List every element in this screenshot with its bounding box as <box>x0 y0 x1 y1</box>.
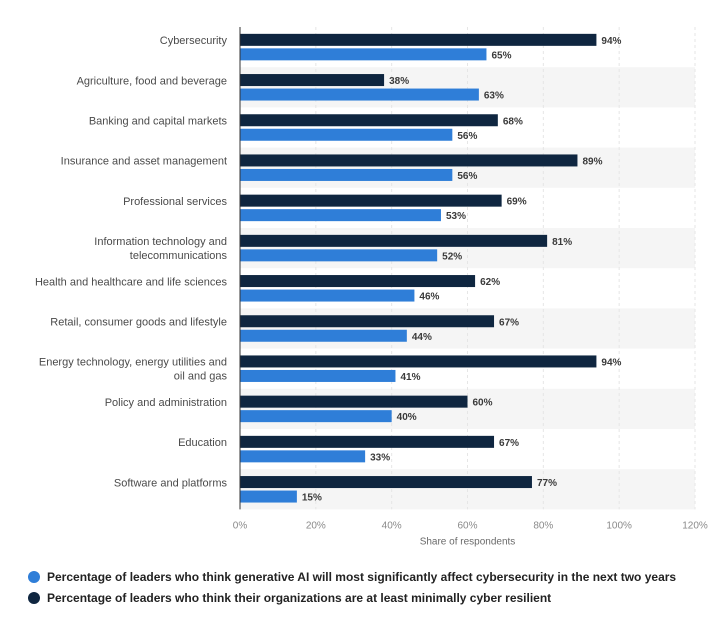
value-label: 56% <box>457 171 477 182</box>
legend-label-cyber-resilient: Percentage of leaders who think their or… <box>47 590 552 605</box>
bar-cyber-resilient[interactable] <box>240 315 495 328</box>
value-label: 53% <box>446 211 466 222</box>
bar-cyber-resilient[interactable] <box>240 154 578 167</box>
category-label: Information technology and telecommunicat… <box>94 236 227 262</box>
legend-item-cyber-resilient[interactable]: Percentage of leaders who think their or… <box>28 587 698 608</box>
bar-generative-ai[interactable] <box>240 289 415 302</box>
value-label: 41% <box>400 372 420 383</box>
value-label: 89% <box>582 156 602 167</box>
legend-swatch-cyber-resilient <box>28 591 40 604</box>
x-tick-label: 40% <box>382 520 402 531</box>
x-tick-label: 0% <box>233 520 248 531</box>
category-label: Insurance and asset management <box>61 156 227 168</box>
bar-cyber-resilient[interactable] <box>240 194 502 207</box>
bar-generative-ai[interactable] <box>240 369 396 382</box>
legend: Percentage of leaders who think generati… <box>28 566 698 608</box>
legend-label-generative-ai: Percentage of leaders who think generati… <box>47 569 677 584</box>
value-label: 81% <box>552 237 572 248</box>
x-tick-label: 100% <box>606 520 632 531</box>
gridlines <box>315 27 696 510</box>
bar-generative-ai[interactable] <box>240 88 479 101</box>
value-label: 56% <box>457 131 477 142</box>
value-label: 69% <box>507 197 527 208</box>
value-labels: 94% 38% 68% 89% 69% 81% 62% 67% 94% 60% 67% 77% 65% 6… <box>302 36 622 504</box>
category-label: Banking and capital markets <box>89 116 228 128</box>
category-label: Professional services <box>123 196 227 208</box>
value-label: 62% <box>480 277 500 288</box>
category-label: Education <box>178 437 227 449</box>
legend-item-generative-ai[interactable]: Percentage of leaders who think generati… <box>28 566 698 587</box>
bar-cyber-resilient[interactable] <box>240 234 548 247</box>
value-label: 94% <box>601 357 621 368</box>
bar-cyber-resilient[interactable] <box>240 476 532 489</box>
value-label: 38% <box>389 76 409 87</box>
bars <box>240 33 597 503</box>
x-tick-label: 80% <box>533 520 553 531</box>
value-label: 63% <box>484 91 504 102</box>
value-label: 52% <box>442 251 462 262</box>
value-label: 77% <box>537 478 557 489</box>
value-label: 67% <box>499 438 519 449</box>
value-label: 33% <box>370 452 390 463</box>
value-label: 68% <box>503 116 523 127</box>
bar-generative-ai[interactable] <box>240 128 453 141</box>
value-label: 60% <box>473 398 493 409</box>
bar-cyber-resilient[interactable] <box>240 74 385 87</box>
value-label: 65% <box>491 50 511 61</box>
x-tick-label: 20% <box>306 520 326 531</box>
value-label: 67% <box>499 317 519 328</box>
value-label: 44% <box>412 332 432 343</box>
category-labels: Cybersecurity Agriculture, food and bever… <box>35 35 228 489</box>
bar-generative-ai[interactable] <box>240 168 453 181</box>
bar-generative-ai[interactable] <box>240 490 297 503</box>
bar-cyber-resilient[interactable] <box>240 275 476 288</box>
x-tick-label: 60% <box>457 520 477 531</box>
bar-chart: 94% 38% 68% 89% 69% 81% 62% 67% 94% 60% 67% 77% 65% 6… <box>35 27 708 547</box>
category-label: Retail, consumer goods and lifestyle <box>50 317 227 329</box>
bar-generative-ai[interactable] <box>240 48 487 61</box>
category-label: Health and healthcare and life sciences <box>35 276 228 288</box>
value-label: 15% <box>302 493 322 504</box>
category-label: Software and platforms <box>114 477 228 489</box>
category-label: Agriculture, food and beverage <box>77 75 227 87</box>
value-label: 40% <box>397 412 417 423</box>
bar-generative-ai[interactable] <box>240 249 438 262</box>
bar-cyber-resilient[interactable] <box>240 33 597 46</box>
x-tick-label: 120% <box>682 520 708 531</box>
category-label: Policy and administration <box>105 397 227 409</box>
bar-generative-ai[interactable] <box>240 329 407 342</box>
bar-cyber-resilient[interactable] <box>240 114 498 127</box>
bar-cyber-resilient[interactable] <box>240 395 468 408</box>
bar-cyber-resilient[interactable] <box>240 435 495 448</box>
bar-generative-ai[interactable] <box>240 450 366 463</box>
bar-generative-ai[interactable] <box>240 410 392 423</box>
bar-generative-ai[interactable] <box>240 209 441 222</box>
legend-swatch-generative-ai <box>28 570 40 583</box>
bar-cyber-resilient[interactable] <box>240 355 597 368</box>
category-label: Energy technology, energy utilities and o… <box>39 357 228 383</box>
category-label: Cybersecurity <box>160 35 228 47</box>
value-label: 46% <box>419 292 439 303</box>
x-axis-title: Share of respondents <box>420 536 516 547</box>
x-axis-ticks: 0% 20% 40% 60% 80% 100% 120% <box>233 520 708 531</box>
value-label: 94% <box>601 36 621 47</box>
